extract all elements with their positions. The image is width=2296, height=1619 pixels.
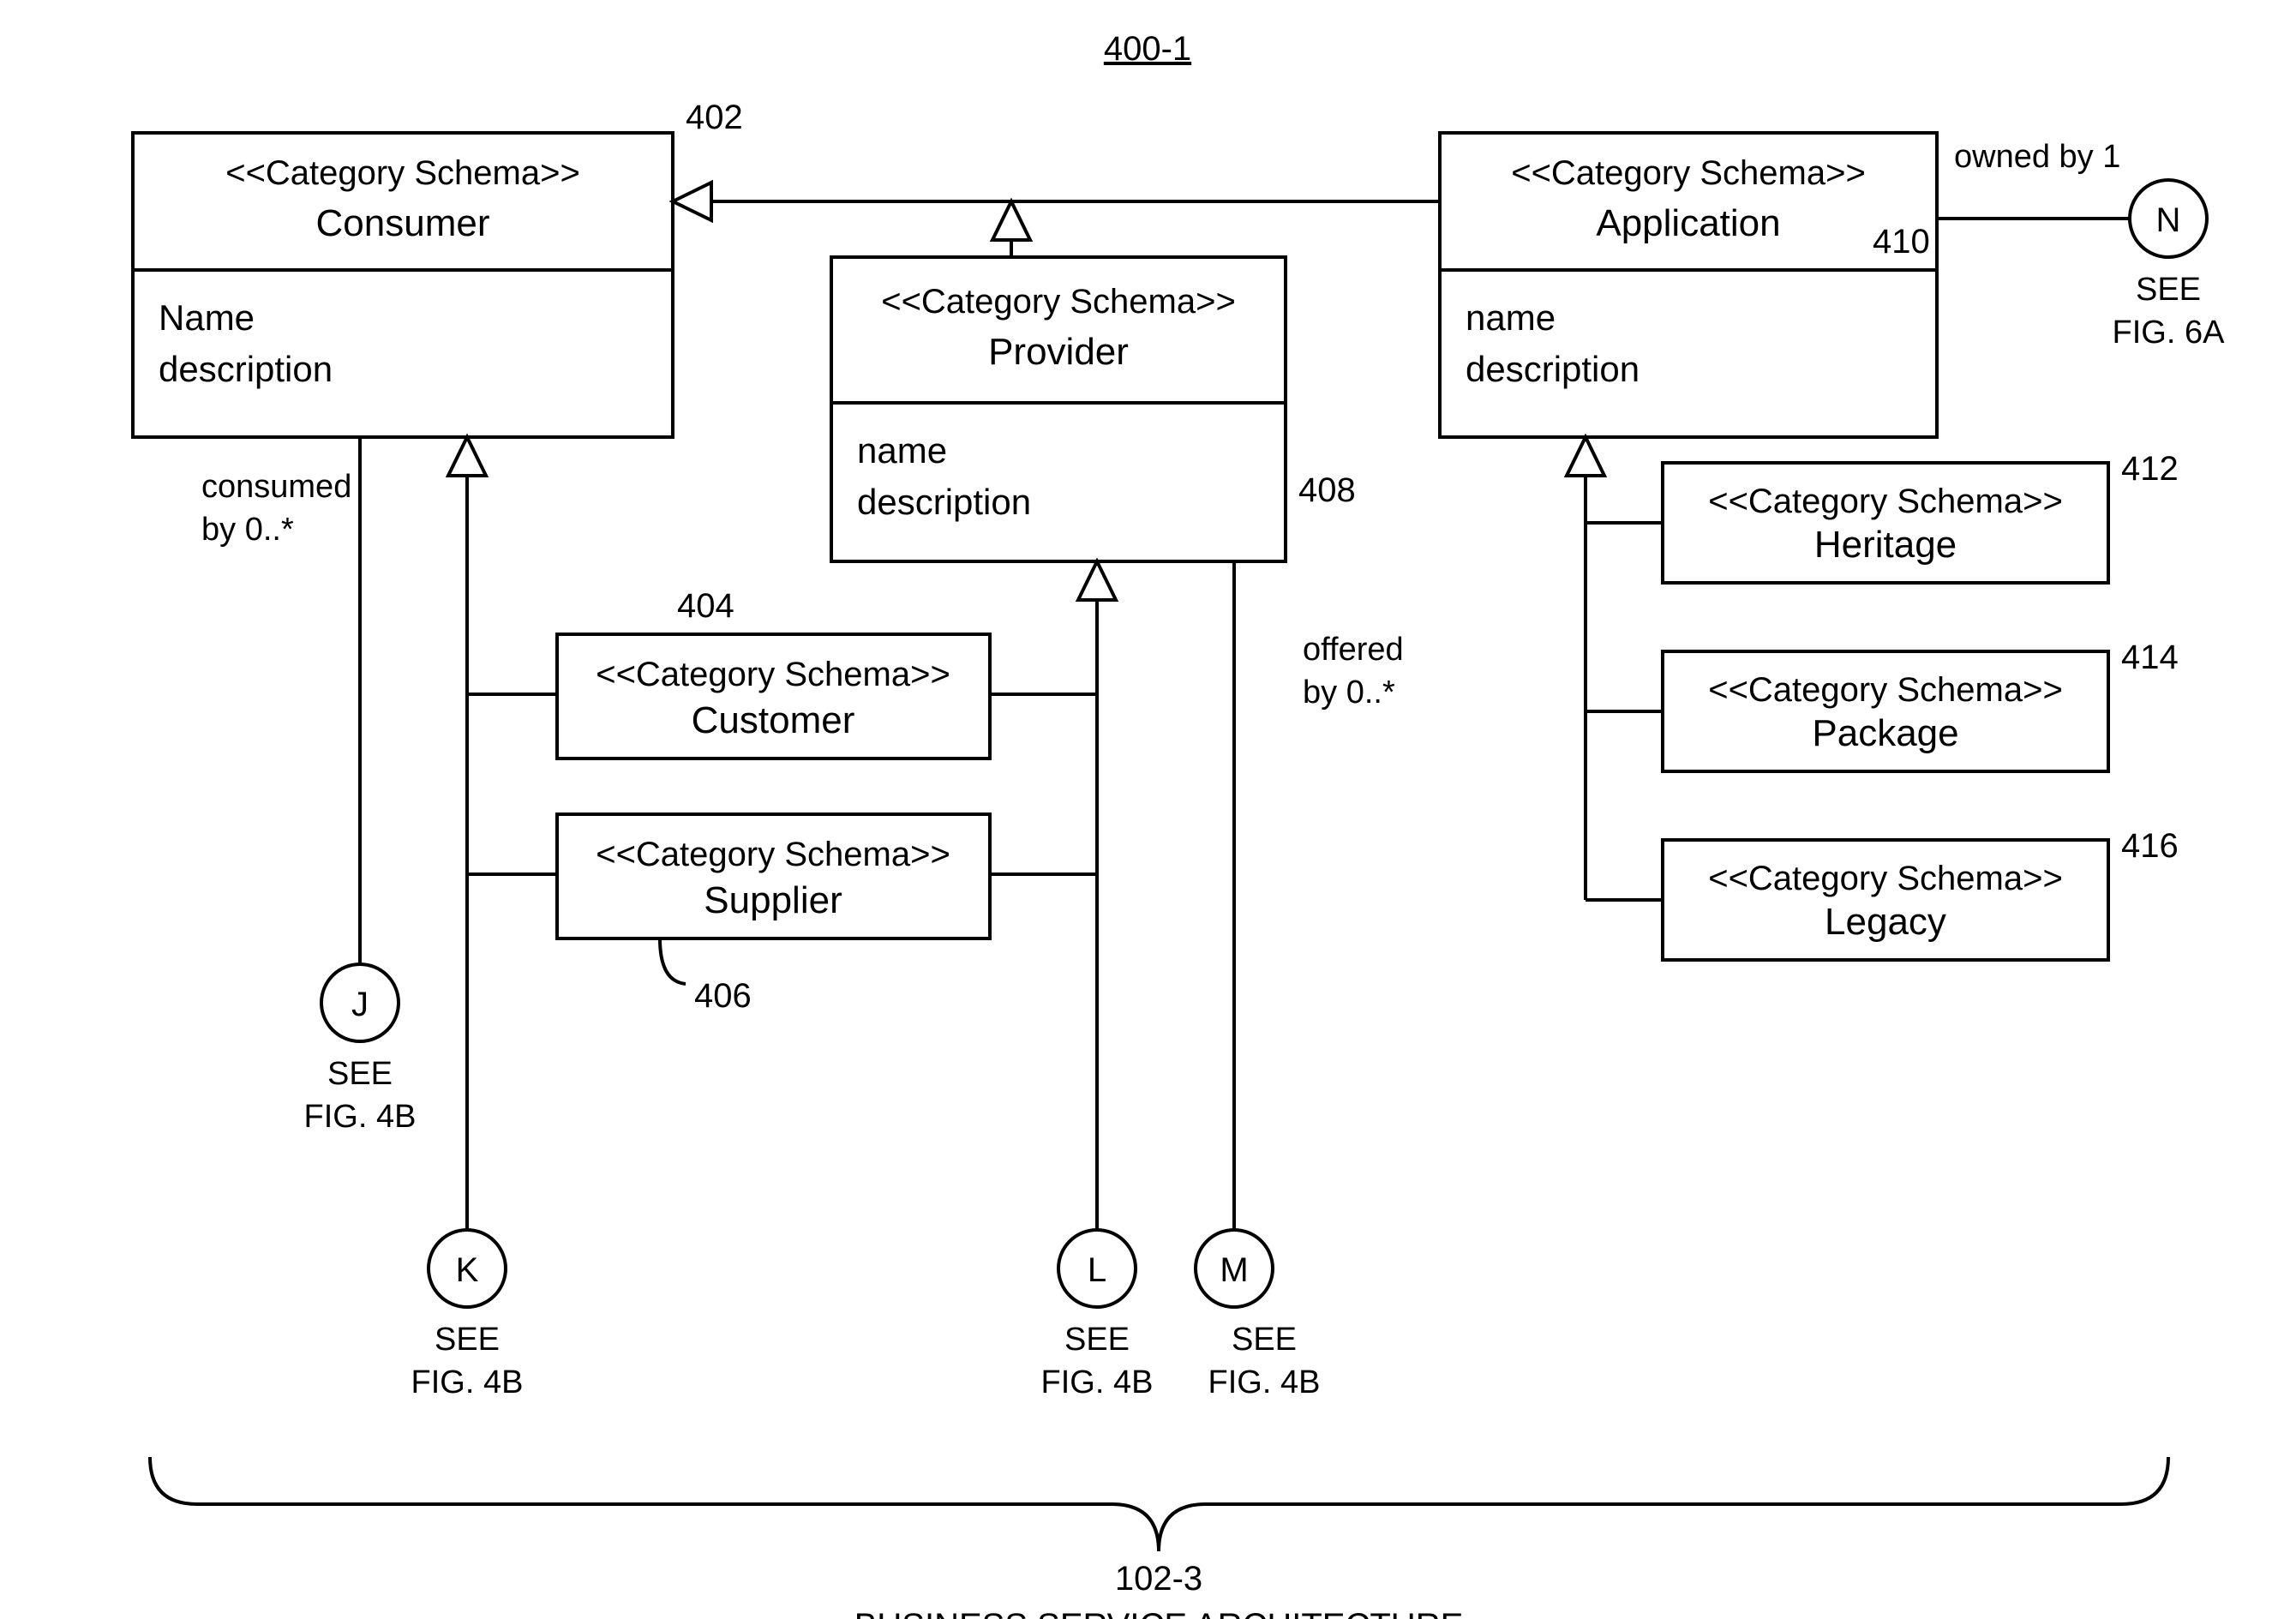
consumer-attr-1: description bbox=[159, 349, 333, 389]
heritage-stereotype: <<Category Schema>> bbox=[1708, 483, 2063, 520]
diagram-title: 400-1 bbox=[1104, 30, 1191, 68]
ref-406: 406 bbox=[694, 977, 752, 1015]
provider-attr-0: name bbox=[857, 430, 947, 471]
svg-text:FIG. 4B: FIG. 4B bbox=[304, 1099, 417, 1135]
application-attr-1: description bbox=[1466, 349, 1640, 389]
lbl-offered-by-2: by 0..* bbox=[1303, 675, 1395, 711]
connector-K: K SEE FIG. 4B bbox=[411, 1230, 524, 1400]
arrowhead-provider-up bbox=[992, 201, 1030, 240]
svg-text:SEE: SEE bbox=[2136, 272, 2201, 308]
ref-412: 412 bbox=[2121, 450, 2179, 488]
application-attr-0: name bbox=[1466, 297, 1556, 338]
arrowhead-app-to-consumer bbox=[673, 183, 711, 220]
application-stereotype: <<Category Schema>> bbox=[1511, 154, 1866, 192]
svg-text:SEE: SEE bbox=[1232, 1322, 1297, 1358]
ref-404: 404 bbox=[677, 587, 734, 625]
consumer-stereotype: <<Category Schema>> bbox=[225, 154, 580, 192]
ref-416: 416 bbox=[2121, 827, 2179, 865]
svg-text:L: L bbox=[1088, 1251, 1106, 1289]
connector-L: L SEE FIG. 4B bbox=[1041, 1230, 1154, 1400]
provider-attr-1: description bbox=[857, 482, 1031, 522]
gen-tree-consumer bbox=[448, 437, 557, 874]
class-package: <<Category Schema>> Package bbox=[1663, 651, 2108, 771]
uml-diagram: 400-1 <<Category Schema>> Consumer Name … bbox=[0, 0, 2296, 1619]
gen-tree-application bbox=[1567, 437, 1663, 900]
provider-name: Provider bbox=[988, 331, 1129, 373]
gen-tree-provider bbox=[990, 561, 1116, 874]
lbl-consumed-by-2: by 0..* bbox=[201, 512, 294, 548]
connector-J: J SEE FIG. 4B bbox=[304, 964, 417, 1135]
svg-text:K: K bbox=[456, 1251, 479, 1289]
heritage-name: Heritage bbox=[1814, 524, 1957, 566]
supplier-name: Supplier bbox=[704, 879, 842, 921]
ref-414: 414 bbox=[2121, 639, 2179, 676]
lbl-consumed-by-1: consumed bbox=[201, 469, 351, 505]
application-name: Application bbox=[1596, 202, 1780, 244]
bottom-brace bbox=[150, 1457, 2168, 1551]
lbl-offered-by-1: offered bbox=[1303, 632, 1404, 668]
class-customer: <<Category Schema>> Customer bbox=[557, 634, 990, 759]
class-supplier: <<Category Schema>> Supplier bbox=[557, 814, 990, 938]
class-legacy: <<Category Schema>> Legacy bbox=[1663, 840, 2108, 960]
customer-stereotype: <<Category Schema>> bbox=[596, 656, 950, 693]
supplier-stereotype: <<Category Schema>> bbox=[596, 836, 950, 873]
ref-406-leader bbox=[660, 938, 686, 984]
class-consumer: <<Category Schema>> Consumer Name descri… bbox=[133, 133, 673, 437]
consumer-attr-0: Name bbox=[159, 297, 255, 338]
svg-text:FIG. 4B: FIG. 4B bbox=[411, 1364, 524, 1400]
svg-text:SEE: SEE bbox=[435, 1322, 500, 1358]
customer-name: Customer bbox=[692, 699, 855, 741]
svg-text:M: M bbox=[1220, 1251, 1248, 1289]
svg-text:SEE: SEE bbox=[327, 1056, 393, 1092]
class-heritage: <<Category Schema>> Heritage bbox=[1663, 463, 2108, 583]
svg-text:J: J bbox=[351, 986, 369, 1023]
svg-text:FIG. 4B: FIG. 4B bbox=[1041, 1364, 1154, 1400]
footer-number: 102-3 bbox=[1115, 1560, 1202, 1598]
legacy-stereotype: <<Category Schema>> bbox=[1708, 860, 2063, 897]
svg-text:FIG. 6A: FIG. 6A bbox=[2113, 315, 2226, 351]
class-application: <<Category Schema>> Application name des… bbox=[1440, 133, 1937, 437]
connector-M: M SEE FIG. 4B bbox=[1196, 1230, 1320, 1400]
provider-stereotype: <<Category Schema>> bbox=[881, 283, 1236, 321]
svg-text:SEE: SEE bbox=[1064, 1322, 1130, 1358]
ref-408: 408 bbox=[1298, 471, 1356, 509]
legacy-name: Legacy bbox=[1825, 901, 1946, 943]
ref-402: 402 bbox=[686, 99, 743, 136]
footer-caption: BUSINESS SERVICE ARCHITECTURE bbox=[854, 1607, 1464, 1619]
svg-text:FIG. 4B: FIG. 4B bbox=[1208, 1364, 1321, 1400]
package-name: Package bbox=[1812, 712, 1958, 754]
consumer-name: Consumer bbox=[316, 202, 490, 244]
ref-410: 410 bbox=[1873, 223, 1930, 261]
package-stereotype: <<Category Schema>> bbox=[1708, 671, 2063, 709]
lbl-owned-by: owned by 1 bbox=[1954, 139, 2120, 175]
svg-text:N: N bbox=[2156, 201, 2181, 239]
connector-N: N SEE FIG. 6A bbox=[2113, 180, 2226, 351]
class-provider: <<Category Schema>> Provider name descri… bbox=[831, 257, 1286, 561]
